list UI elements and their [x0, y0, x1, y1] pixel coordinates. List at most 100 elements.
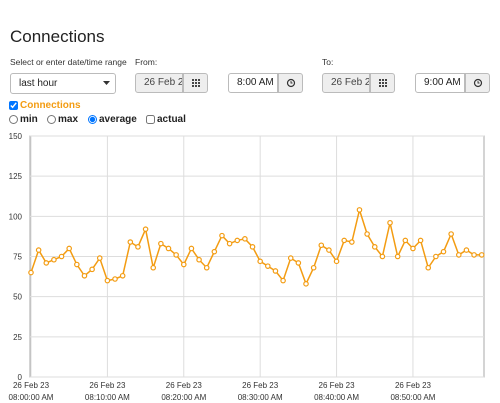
from-clock-button[interactable]: [278, 73, 303, 93]
series-toggle-label: Connections: [20, 100, 81, 111]
point: [356, 207, 363, 213]
clock-icon: [473, 78, 483, 88]
point: [66, 245, 72, 252]
point: [249, 244, 256, 250]
point: [303, 281, 309, 287]
x-tick-label: 08:40:00 AM: [314, 393, 359, 402]
range-select[interactable]: last hour: [10, 73, 116, 94]
to-calendar-button[interactable]: [370, 73, 395, 93]
point: [318, 242, 325, 249]
series-checkbox[interactable]: [9, 101, 18, 110]
clock-icon: [286, 78, 296, 88]
calendar-icon: [192, 79, 200, 87]
point: [371, 244, 378, 250]
point: [150, 264, 157, 271]
x-tick-label: 08:30:00 AM: [238, 393, 283, 402]
point: [219, 232, 225, 239]
x-tick-label: 26 Feb 23: [395, 381, 432, 390]
x-tick-label: 26 Feb 23: [166, 381, 203, 390]
y-tick-label: 25: [13, 333, 22, 342]
point: [280, 277, 286, 284]
point: [402, 237, 409, 244]
point: [410, 245, 416, 252]
y-tick-label: 125: [9, 172, 23, 181]
from-label: From:: [135, 57, 158, 67]
calendar-icon: [379, 79, 387, 87]
point: [364, 231, 370, 237]
actual-checkbox[interactable]: [146, 115, 155, 124]
x-tick-label: 26 Feb 23: [13, 381, 50, 390]
y-tick-label: 50: [13, 293, 22, 302]
x-tick-label: 08:00:00 AM: [9, 393, 54, 402]
point: [463, 247, 470, 253]
point: [127, 239, 134, 245]
point: [135, 244, 141, 250]
radio[interactable]: [9, 115, 18, 124]
point: [295, 260, 302, 266]
from-time[interactable]: 8:00 AM: [228, 73, 278, 93]
aggregation-label: min: [20, 114, 38, 125]
point: [74, 261, 80, 268]
point: [158, 240, 164, 247]
point: [234, 237, 241, 244]
series-toggle[interactable]: Connections: [9, 100, 81, 111]
y-tick-label: 150: [9, 132, 23, 141]
radio[interactable]: [47, 115, 56, 124]
point: [226, 240, 233, 247]
point: [349, 239, 355, 245]
point: [417, 237, 424, 244]
to-clock-button[interactable]: [465, 73, 490, 93]
x-tick-label: 08:20:00 AM: [161, 393, 206, 402]
point: [173, 252, 179, 258]
point: [104, 277, 111, 284]
point: [448, 231, 454, 237]
point: [257, 258, 263, 265]
aggregation-label: max: [58, 114, 79, 125]
point: [440, 248, 447, 255]
to-time[interactable]: 9:00 AM: [415, 73, 465, 93]
point: [188, 245, 195, 252]
aggregation-option[interactable]: average: [88, 114, 137, 125]
point: [242, 236, 248, 242]
point: [433, 253, 439, 260]
actual-label: actual: [157, 114, 186, 125]
y-tick-label: 75: [13, 253, 22, 262]
point: [180, 261, 187, 268]
point: [112, 276, 118, 282]
point: [287, 255, 294, 261]
point: [272, 268, 279, 274]
range-label: Select or enter date/time range: [10, 57, 127, 67]
actual-toggle[interactable]: actual: [146, 114, 186, 125]
point: [165, 245, 172, 252]
y-tick-label: 0: [18, 373, 23, 382]
point: [471, 252, 477, 258]
point: [387, 219, 393, 226]
x-tick-label: 26 Feb 23: [242, 381, 279, 390]
point: [96, 255, 103, 261]
point: [81, 272, 88, 279]
point: [35, 247, 42, 253]
y-tick-label: 100: [9, 212, 23, 221]
x-tick-label: 08:10:00 AM: [85, 393, 130, 402]
to-date[interactable]: 26 Feb 23: [322, 73, 370, 93]
x-tick-label: 26 Feb 23: [319, 381, 356, 390]
radio[interactable]: [88, 115, 97, 124]
aggregation-option[interactable]: max: [47, 114, 78, 125]
dropdown-arrow: [103, 81, 110, 85]
from-calendar-button[interactable]: [183, 73, 208, 93]
point: [51, 256, 57, 263]
point: [478, 252, 485, 258]
point: [196, 256, 202, 263]
point: [341, 237, 348, 244]
aggregation-label: average: [99, 114, 137, 125]
point: [28, 269, 34, 276]
point: [265, 263, 271, 269]
point: [119, 272, 126, 279]
point: [58, 253, 65, 260]
point: [89, 266, 95, 273]
from-date[interactable]: 26 Feb 23: [135, 73, 183, 93]
point: [326, 247, 332, 253]
range-value: last hour: [19, 78, 58, 89]
aggregation-option[interactable]: min: [9, 114, 38, 125]
